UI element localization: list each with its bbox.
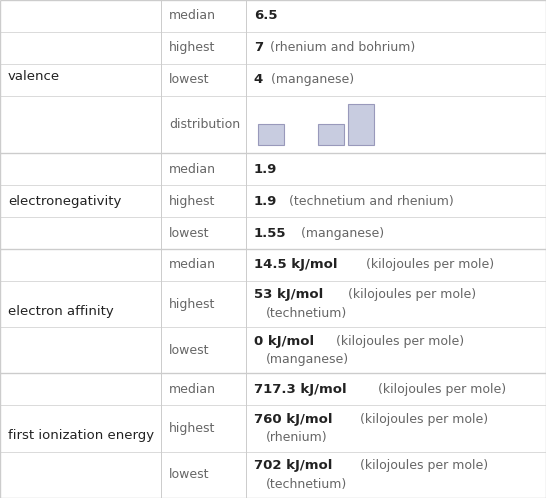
Text: median: median xyxy=(169,9,216,22)
Text: electronegativity: electronegativity xyxy=(8,195,121,208)
Text: 760 kJ/mol: 760 kJ/mol xyxy=(254,413,332,426)
Text: (rhenium): (rhenium) xyxy=(266,431,327,444)
Text: (manganese): (manganese) xyxy=(266,73,354,87)
Bar xyxy=(318,124,344,145)
Text: 1.9: 1.9 xyxy=(254,195,277,208)
Bar xyxy=(258,124,284,145)
Text: (kilojoules per mole): (kilojoules per mole) xyxy=(374,383,506,396)
Text: (kilojoules per mole): (kilojoules per mole) xyxy=(356,459,488,472)
Text: (manganese): (manganese) xyxy=(296,227,384,240)
Text: lowest: lowest xyxy=(169,344,210,357)
Text: lowest: lowest xyxy=(169,227,210,240)
Text: 6.5: 6.5 xyxy=(254,9,277,22)
Text: (rhenium and bohrium): (rhenium and bohrium) xyxy=(266,41,416,54)
Text: 702 kJ/mol: 702 kJ/mol xyxy=(254,459,332,472)
Text: 7: 7 xyxy=(254,41,263,54)
Text: 53 kJ/mol: 53 kJ/mol xyxy=(254,288,323,301)
Text: highest: highest xyxy=(169,195,216,208)
Text: highest: highest xyxy=(169,298,216,311)
Text: electron affinity: electron affinity xyxy=(8,305,114,318)
Text: first ionization energy: first ionization energy xyxy=(8,429,154,442)
Text: 0 kJ/mol: 0 kJ/mol xyxy=(254,335,314,348)
Text: (technetium): (technetium) xyxy=(266,307,347,320)
Text: lowest: lowest xyxy=(169,468,210,482)
Text: (kilojoules per mole): (kilojoules per mole) xyxy=(363,258,495,271)
Text: median: median xyxy=(169,258,216,271)
Text: (kilojoules per mole): (kilojoules per mole) xyxy=(333,335,465,348)
Text: 14.5 kJ/mol: 14.5 kJ/mol xyxy=(254,258,337,271)
Text: 1.55: 1.55 xyxy=(254,227,286,240)
Text: valence: valence xyxy=(8,70,60,83)
Text: (manganese): (manganese) xyxy=(266,353,349,366)
Text: (kilojoules per mole): (kilojoules per mole) xyxy=(344,288,476,301)
Text: (technetium and rhenium): (technetium and rhenium) xyxy=(285,195,454,208)
Text: median: median xyxy=(169,383,216,396)
Text: 717.3 kJ/mol: 717.3 kJ/mol xyxy=(254,383,346,396)
Bar xyxy=(347,104,374,145)
Text: 1.9: 1.9 xyxy=(254,162,277,176)
Text: distribution: distribution xyxy=(169,118,240,131)
Text: 4: 4 xyxy=(254,73,263,87)
Text: highest: highest xyxy=(169,422,216,435)
Text: (kilojoules per mole): (kilojoules per mole) xyxy=(356,413,488,426)
Text: median: median xyxy=(169,162,216,176)
Text: lowest: lowest xyxy=(169,73,210,87)
Text: (technetium): (technetium) xyxy=(266,478,347,491)
Text: highest: highest xyxy=(169,41,216,54)
